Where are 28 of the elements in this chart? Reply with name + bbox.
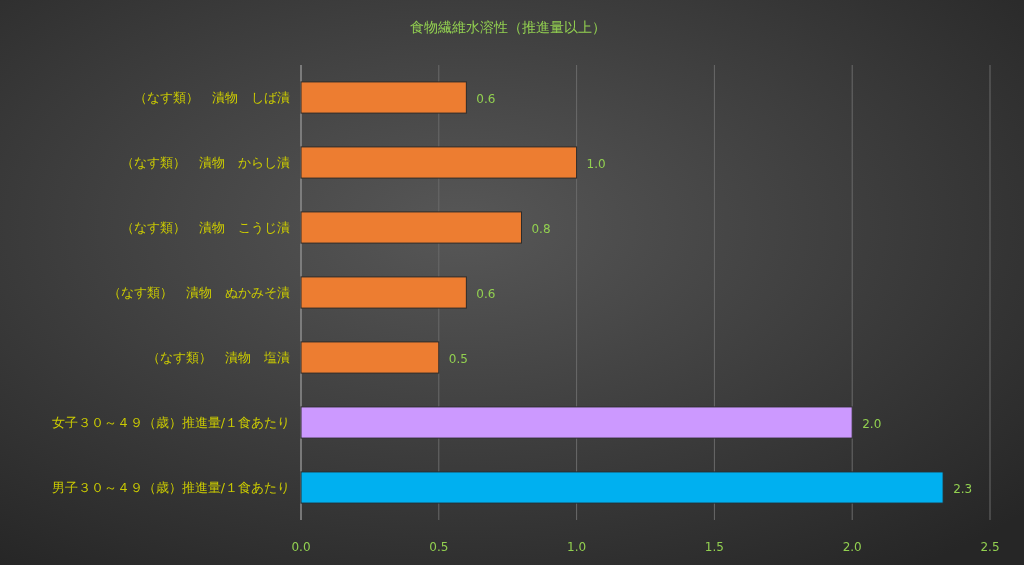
data-label: 0.6 [476,91,496,106]
data-label: 2.3 [953,481,973,496]
x-tick-label: 2.5 [980,540,1000,554]
y-tick-label: 男子３０～４９（歳）推進量/１食あたり [51,480,290,495]
bar [300,406,853,439]
bar [300,81,467,114]
x-tick-label: 0.0 [291,540,311,554]
bar [300,146,578,179]
y-tick-label: （なす類） 漬物 からし漬 [121,155,290,170]
data-label: 1.0 [586,156,606,171]
data-label: 0.8 [531,221,551,236]
bar [300,471,944,504]
y-tick-label: （なす類） 漬物 塩漬 [147,350,290,365]
chart-title: 食物繊維水溶性（推進量以上） [410,19,606,35]
x-tick-label: 1.0 [567,540,587,554]
y-tick-label: （なす類） 漬物 こうじ漬 [121,220,290,235]
y-tick-label: （なす類） 漬物 しば漬 [134,90,290,105]
bar [300,341,440,374]
y-tick-label: 女子３０～４９（歳）推進量/１食あたり [51,415,290,430]
bar [300,211,522,244]
x-tick-label: 0.5 [429,540,449,554]
data-label: 0.5 [448,351,468,366]
y-tick-label: （なす類） 漬物 ぬかみそ漬 [108,285,290,300]
bar [300,276,467,309]
x-tick-label: 1.5 [704,540,724,554]
x-tick-label: 2.0 [842,540,862,554]
data-label: 2.0 [862,416,882,431]
data-label: 0.6 [476,286,496,301]
